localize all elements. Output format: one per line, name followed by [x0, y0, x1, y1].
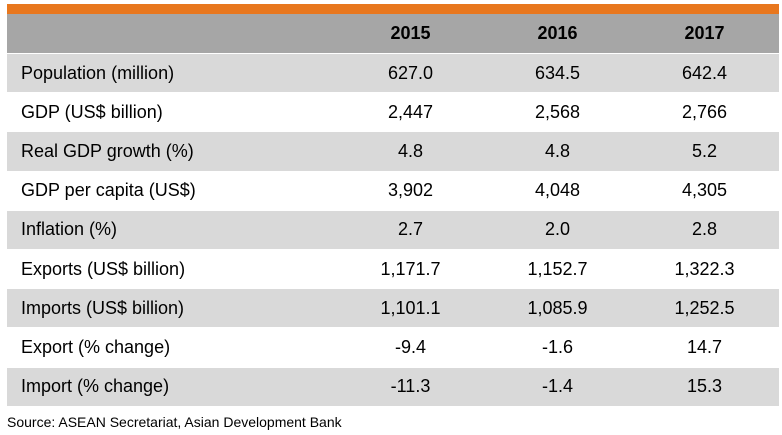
row-value: 1,152.7 — [527, 258, 588, 279]
data-table: 2015 2016 2017 Population (million) 627.… — [7, 14, 779, 407]
accent-bar — [7, 4, 779, 14]
row-value: 4,048 — [534, 180, 581, 201]
row-value: 2,568 — [534, 101, 581, 122]
row-label: Export (% change) — [21, 336, 171, 357]
row-label: Import (% change) — [21, 376, 170, 397]
table-header-row: 2015 2016 2017 — [7, 14, 779, 54]
row-value: 634.5 — [534, 62, 581, 83]
row-value: 2,766 — [681, 101, 728, 122]
table-row: Exports (US$ billion) 1,171.7 1,152.7 1,… — [7, 249, 779, 290]
header-year-2016: 2016 — [537, 23, 578, 43]
row-value: 15.3 — [686, 376, 723, 397]
row-label: Exports (US$ billion) — [21, 258, 186, 279]
row-value: 4.8 — [544, 140, 571, 161]
table-row: Import (% change) -11.3 -1.4 15.3 — [7, 367, 779, 407]
row-label: GDP (US$ billion) — [21, 101, 163, 122]
row-value: 1,101.1 — [380, 297, 441, 318]
table-row: Population (million) 627.0 634.5 642.4 — [7, 54, 779, 94]
row-value: 1,322.3 — [674, 258, 735, 279]
row-value: 5.2 — [691, 140, 718, 161]
row-value: 4.8 — [397, 140, 424, 161]
row-label: Real GDP growth (%) — [21, 140, 194, 161]
row-value: 642.4 — [681, 62, 728, 83]
header-year-2015: 2015 — [390, 23, 431, 43]
row-value: 3,902 — [387, 180, 434, 201]
row-value: 1,171.7 — [380, 258, 441, 279]
row-value: 1,085.9 — [527, 297, 588, 318]
row-value: 4,305 — [681, 180, 728, 201]
row-value: -9.4 — [394, 336, 427, 357]
row-label: Inflation (%) — [21, 219, 118, 240]
row-value: 14.7 — [686, 336, 723, 357]
table-row: GDP (US$ billion) 2,447 2,568 2,766 — [7, 93, 779, 133]
row-value: 1,252.5 — [674, 297, 735, 318]
row-label: Population (million) — [21, 62, 175, 83]
row-value: 2.7 — [397, 219, 424, 240]
table-row: Export (% change) -9.4 -1.6 14.7 — [7, 328, 779, 368]
header-year-2017: 2017 — [684, 23, 725, 43]
row-label: Imports (US$ billion) — [21, 297, 185, 318]
table-row: Imports (US$ billion) 1,101.1 1,085.9 1,… — [7, 289, 779, 329]
row-value: 2.0 — [544, 219, 571, 240]
row-label: GDP per capita (US$) — [21, 180, 196, 201]
row-value: -1.4 — [541, 376, 574, 397]
table-row: Inflation (%) 2.7 2.0 2.8 — [7, 210, 779, 250]
table-row: Real GDP growth (%) 4.8 4.8 5.2 — [7, 132, 779, 172]
table-row: GDP per capita (US$) 3,902 4,048 4,305 — [7, 171, 779, 211]
row-value: 627.0 — [387, 62, 434, 83]
row-value: 2,447 — [387, 101, 434, 122]
row-value: -11.3 — [390, 376, 431, 397]
row-value: -1.6 — [541, 336, 574, 357]
source-note: Source: ASEAN Secretariat, Asian Develop… — [7, 414, 342, 430]
row-value: 2.8 — [691, 219, 718, 240]
